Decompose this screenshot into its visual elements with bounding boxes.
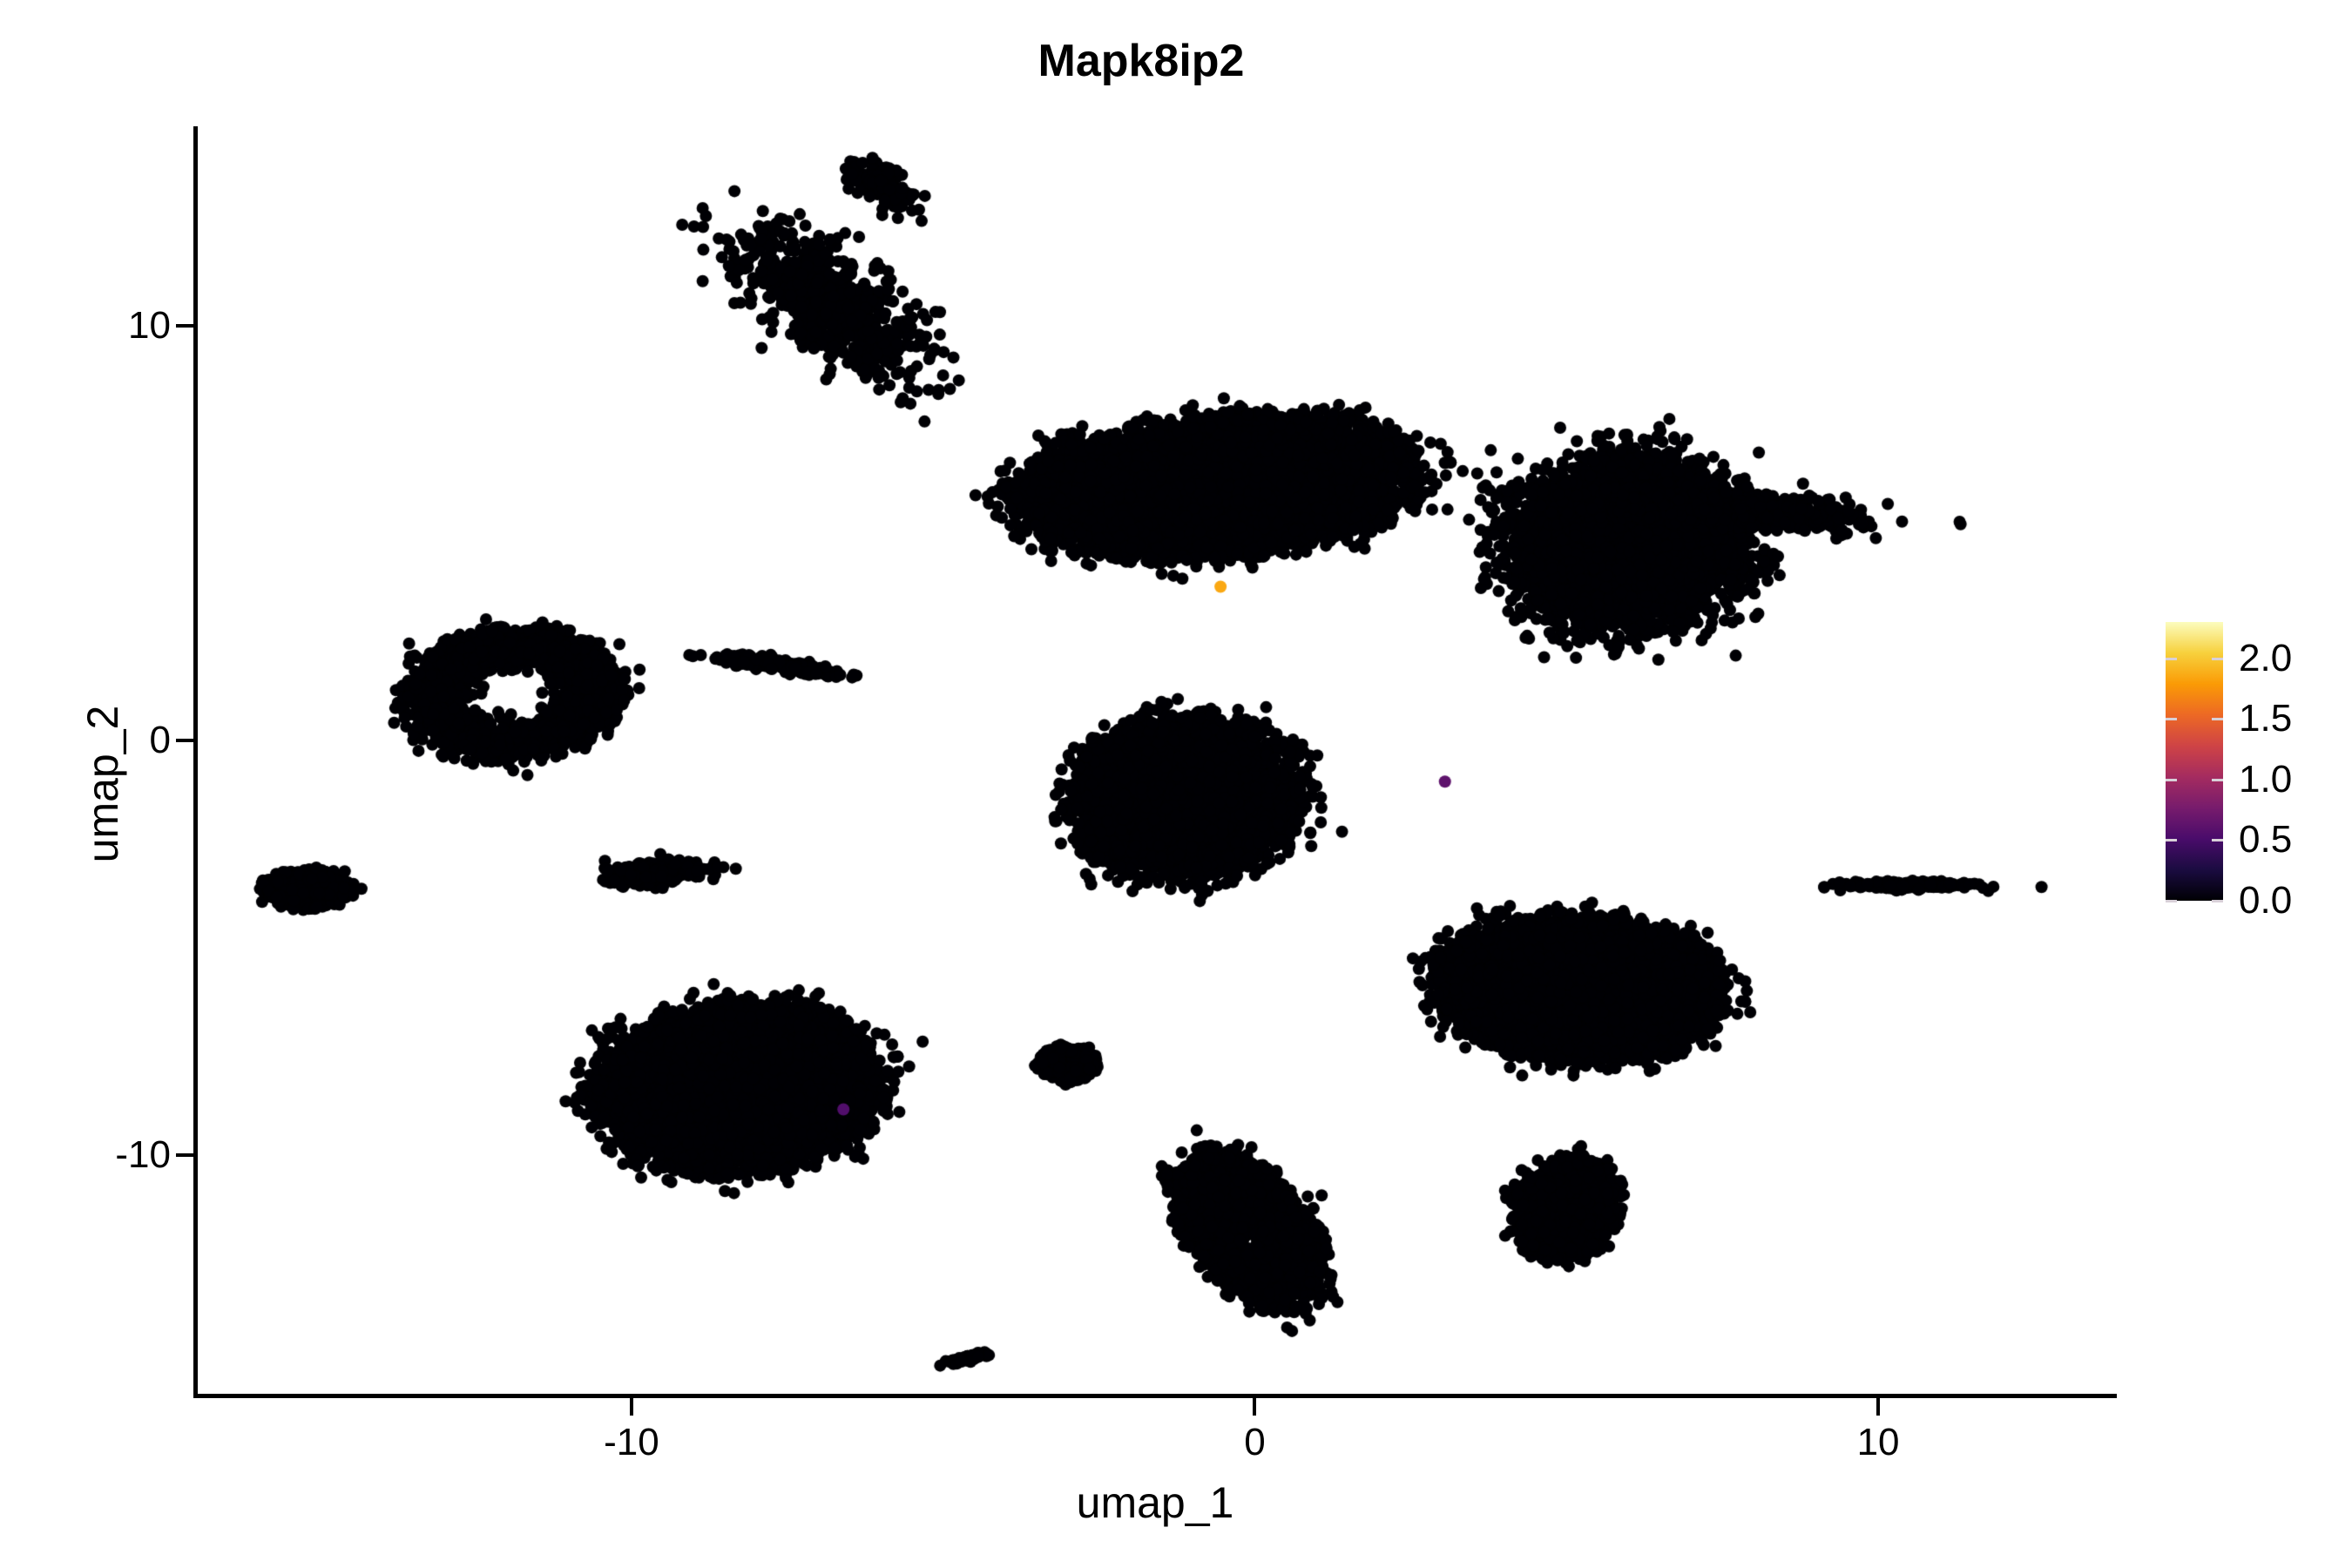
colorbar-legend: 2.0 1.5 1.0 0.5 0.0 — [2166, 622, 2331, 920]
y-tick-mark — [176, 738, 193, 742]
y-tick-mark — [176, 323, 193, 328]
colorbar-tick-mark — [2166, 718, 2177, 721]
colorbar-gradient — [2166, 622, 2223, 901]
y-tick-mark — [176, 1152, 193, 1157]
y-tick-label: -10 — [115, 1132, 171, 1176]
colorbar-tick-label: 1.0 — [2239, 757, 2293, 801]
colorbar-tick-mark — [2166, 657, 2177, 660]
colorbar-tick-label: 2.0 — [2239, 636, 2293, 679]
colorbar-tick-mark — [2166, 839, 2177, 842]
x-tick-mark — [629, 1398, 633, 1416]
x-tick-label: -10 — [604, 1421, 659, 1463]
colorbar-tick-mark — [2212, 900, 2223, 902]
scatter-plot-panel — [195, 126, 2115, 1396]
y-axis-label: umap_2 — [78, 705, 127, 863]
colorbar-tick-mark — [2212, 657, 2223, 660]
y-tick-label: 10 — [128, 303, 171, 347]
x-tick-label: 10 — [1856, 1421, 1900, 1463]
x-tick-label: 0 — [1244, 1421, 1266, 1463]
colorbar-tick-mark — [2212, 778, 2223, 781]
page-title: Mapk8ip2 — [1037, 36, 1245, 86]
x-tick-mark — [1876, 1398, 1881, 1416]
y-axis-line — [193, 126, 198, 1398]
colorbar-tick-label: 0.0 — [2239, 879, 2293, 922]
x-axis-line — [193, 1394, 2117, 1398]
x-tick-mark — [1253, 1398, 1257, 1416]
colorbar-tick-mark — [2166, 778, 2177, 781]
colorbar-tick-label: 1.5 — [2239, 697, 2293, 740]
colorbar-tick-mark — [2212, 839, 2223, 842]
colorbar-tick-label: 0.5 — [2239, 818, 2293, 862]
colorbar-tick-mark — [2166, 900, 2177, 902]
y-tick-label: 0 — [149, 718, 171, 761]
x-axis-label: umap_1 — [1076, 1478, 1234, 1527]
colorbar-tick-mark — [2212, 718, 2223, 721]
umap-scatter-canvas — [195, 126, 2115, 1396]
